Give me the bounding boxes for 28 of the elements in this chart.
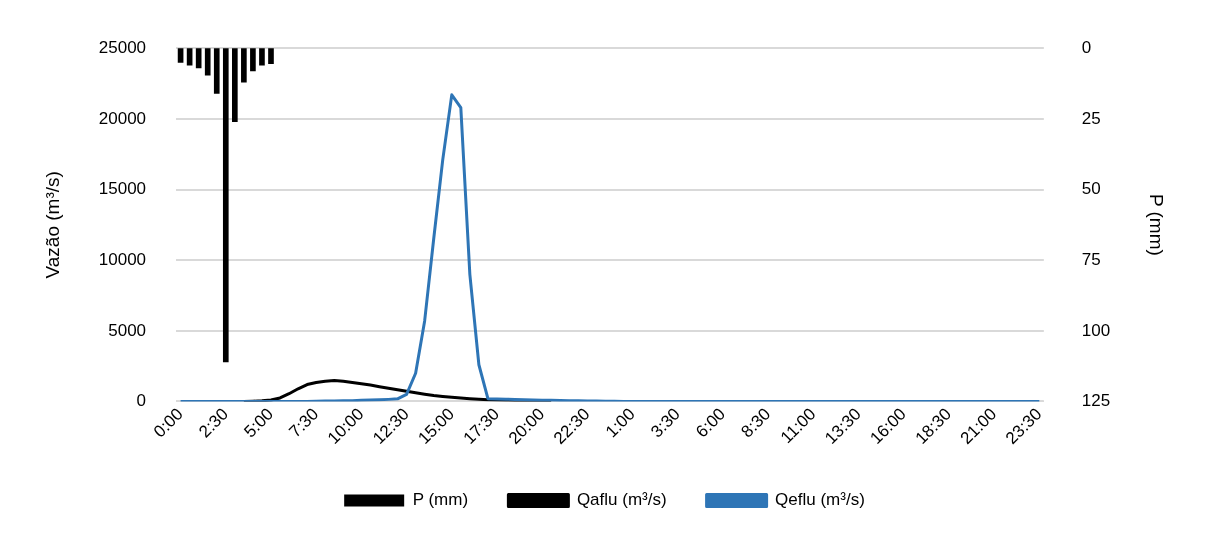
y2-axis-title: P (mm) — [1146, 193, 1168, 256]
y-tick-label: 10000 — [98, 249, 147, 269]
bar — [232, 48, 238, 123]
y-tick-label: 15000 — [98, 179, 147, 199]
x-tick-label: 8:30 — [737, 404, 775, 442]
x-tick-label: 7:30 — [285, 404, 323, 442]
y2-tick-label: 0 — [1081, 37, 1092, 57]
y-tick-label: 5000 — [108, 320, 147, 340]
y2-tick-label: 100 — [1081, 320, 1111, 340]
bar — [222, 48, 229, 363]
bar — [250, 48, 256, 72]
y-tick-label: 0 — [136, 391, 147, 411]
bar — [213, 48, 220, 94]
bar — [204, 48, 211, 76]
legend-label: P (mm) — [412, 490, 469, 510]
y2-tick-label: 25 — [1081, 108, 1101, 128]
bar — [241, 48, 247, 83]
legend-label: Qaflu (m³/s) — [576, 490, 667, 510]
y2-tick-label: 50 — [1081, 179, 1101, 199]
bar — [268, 48, 274, 65]
bar — [259, 48, 265, 66]
y-tick-label: 20000 — [98, 108, 147, 128]
y-axis-title: Vazão (m³/s) — [41, 171, 63, 279]
y-tick-label: 25000 — [98, 37, 147, 57]
y2-tick-label: 125 — [1081, 391, 1111, 411]
legend-label: Qeflu (m³/s) — [775, 490, 865, 510]
y2-tick-label: 75 — [1081, 249, 1101, 269]
bar — [195, 48, 202, 69]
